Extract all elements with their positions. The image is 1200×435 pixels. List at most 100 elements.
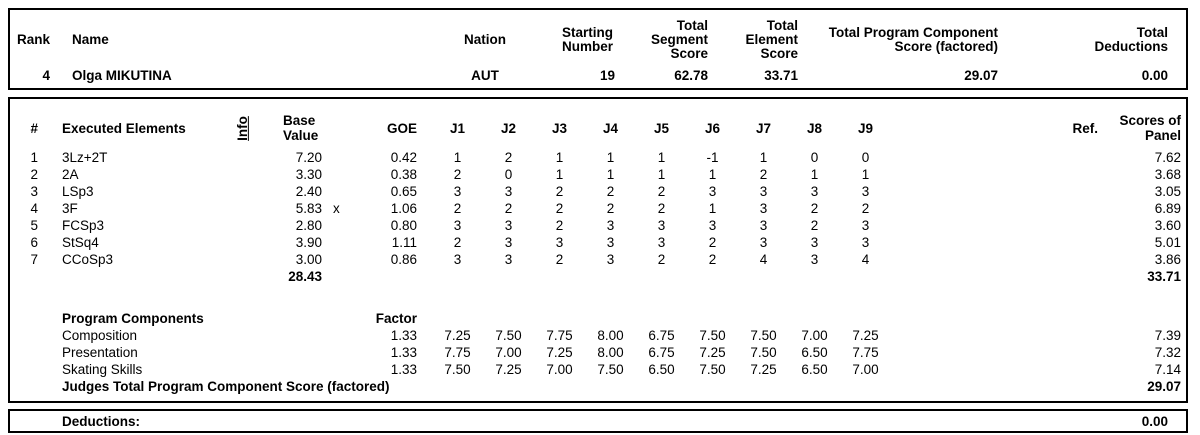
judge-score: 2: [606, 184, 615, 199]
judge-score: 2: [861, 201, 870, 216]
judge-score: 3: [810, 184, 819, 199]
spacer: [10, 361, 42, 378]
judge-score: 3: [759, 201, 768, 216]
element-name: StSq4: [62, 235, 99, 250]
element-number: 1: [30, 150, 38, 165]
element-info-flag: [212, 234, 272, 251]
element-row: 3 LSp3 2.40 0.65 3 3 2 2 2 3 3 3 3 3.05: [10, 183, 1186, 200]
total-segment-score-value: 62.78: [674, 68, 708, 83]
judge-score: 2: [708, 235, 717, 250]
judge-5-header: J5: [653, 120, 670, 136]
summary-header-row: Rank Name Nation Starting Number Total S…: [10, 19, 1186, 61]
component-panel-score: 7.39: [1154, 328, 1181, 343]
spacer: [10, 344, 42, 361]
component-factor: 1.33: [390, 328, 417, 343]
judge-score: 2: [555, 218, 564, 233]
component-judge-score: 7.50: [750, 345, 777, 360]
element-ref: [891, 200, 1110, 217]
judge-score: 3: [861, 218, 870, 233]
judge-score: 3: [861, 184, 870, 199]
deductions-label: Deductions:: [62, 413, 141, 429]
element-name: 3F: [62, 201, 78, 216]
judge-score: 3: [810, 235, 819, 250]
element-info-flag: [212, 251, 272, 268]
element-info-flag: [212, 166, 272, 183]
component-judge-score: 7.25: [546, 345, 573, 360]
judge-score: 4: [861, 252, 870, 267]
component-name: Composition: [62, 328, 138, 343]
judge-9-header: J9: [857, 120, 874, 136]
component-factor: 1.33: [390, 362, 417, 377]
deductions-box: Deductions: 0.00: [8, 409, 1188, 433]
element-row: 7 CCoSp3 3.00 0.86 3 3 2 3 2 2 4 3 4 3.86: [10, 251, 1186, 268]
element-rows: 1 3Lz+2T 7.20 0.42 1 2 1 1 1 -1 1 0 0 7.62 2 2A 3.30 0.38…: [10, 149, 1186, 268]
judge-score: 2: [657, 201, 666, 216]
element-panel-score: 6.89: [1154, 201, 1181, 216]
judges-total-value: 29.07: [1147, 379, 1181, 394]
element-row: 2 2A 3.30 0.38 2 0 1 1 1 1 2 1 1 3.68: [10, 166, 1186, 183]
element-goe: 0.38: [390, 167, 417, 182]
judge-score: 1: [555, 150, 564, 165]
judge-score: 2: [555, 201, 564, 216]
executed-elements-header: Executed Elements: [62, 120, 186, 136]
component-judge-score: 8.00: [597, 328, 624, 343]
judge-score: 3: [759, 184, 768, 199]
element-panel-score: 7.62: [1154, 150, 1181, 165]
element-base-value: 5.83: [295, 201, 322, 216]
judge-score: 2: [810, 201, 819, 216]
judge-score: 1: [810, 167, 819, 182]
judge-score: 2: [759, 167, 768, 182]
spacer: [10, 268, 42, 286]
program-components-header-row: Program Components Factor: [10, 310, 1186, 327]
judge-score: 2: [555, 184, 564, 199]
judge-score: 3: [555, 235, 564, 250]
judge-1-header: J1: [449, 120, 466, 136]
component-judge-score: 7.50: [495, 328, 522, 343]
judge-score: 2: [453, 235, 462, 250]
component-judge-score: 7.00: [495, 345, 522, 360]
judge-score: 4: [759, 252, 768, 267]
component-judge-score: 7.50: [699, 362, 726, 377]
program-components-title: Program Components: [62, 311, 204, 326]
score-detail-box: # Executed Elements Info Base Value GOE …: [8, 97, 1188, 403]
judge-score: 0: [810, 150, 819, 165]
nation-value: AUT: [471, 68, 499, 83]
rank-value: 4: [42, 68, 50, 83]
element-row: 1 3Lz+2T 7.20 0.42 1 2 1 1 1 -1 1 0 0 7.62: [10, 149, 1186, 166]
judge-score: 2: [555, 252, 564, 267]
judge-score: 1: [555, 167, 564, 182]
total-element-score-header: Total Element Score: [745, 18, 798, 61]
judge-score: 2: [453, 167, 462, 182]
judge-4-header: J4: [602, 120, 619, 136]
judge-score: 3: [504, 184, 513, 199]
judge-score: 2: [810, 218, 819, 233]
judge-score: 2: [504, 150, 513, 165]
spacer: [42, 268, 212, 286]
component-judge-score: 6.75: [648, 328, 675, 343]
element-ref: [891, 251, 1110, 268]
base-value-header: Base Value: [283, 113, 319, 143]
element-ref: [891, 234, 1110, 251]
element-base-value: 2.80: [295, 218, 322, 233]
component-judge-score: 7.75: [444, 345, 471, 360]
judge-score: 2: [657, 184, 666, 199]
element-number: 2: [30, 167, 38, 182]
element-info-flag: [212, 217, 272, 234]
component-judge-score: 7.75: [852, 345, 879, 360]
summary-values-row: 4 Olga MIKUTINA AUT 19 62.78 33.71 29.07…: [10, 68, 1186, 83]
judge-score: 3: [453, 184, 462, 199]
element-base-value: 7.20: [295, 150, 322, 165]
judge-score: 3: [708, 184, 717, 199]
skater-summary-box: Rank Name Nation Starting Number Total S…: [8, 8, 1188, 90]
element-goe: 1.06: [390, 201, 417, 216]
component-judge-score: 7.00: [852, 362, 879, 377]
component-ref: [891, 361, 1110, 378]
component-row: Presentation 1.33 7.75 7.00 7.25 8.00 6.75 7.25…: [10, 344, 1186, 361]
judge-2-header: J2: [500, 120, 517, 136]
total-component-score-value: 29.07: [964, 68, 998, 83]
total-element-score-value: 33.71: [764, 68, 798, 83]
element-goe: 1.11: [391, 235, 417, 250]
deductions-value: 0.00: [1141, 413, 1168, 429]
element-row: 5 FCSp3 2.80 0.80 3 3 2 3 3 3 3 2 3 3.60: [10, 217, 1186, 234]
